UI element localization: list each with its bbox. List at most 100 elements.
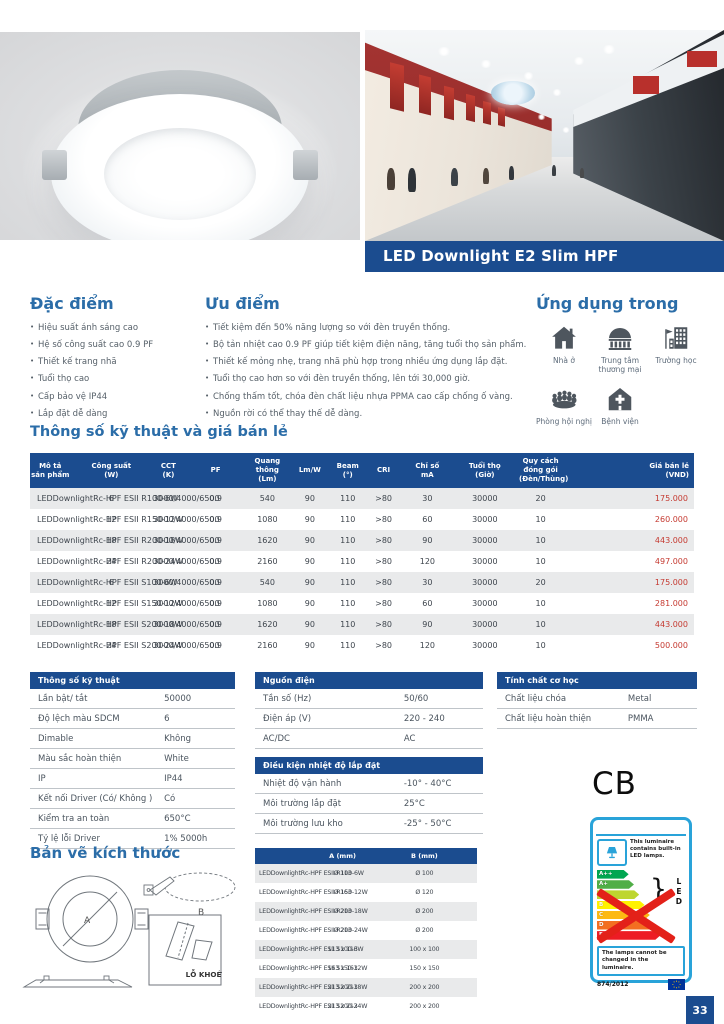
cell-dim-a: Ø 113 xyxy=(333,870,352,877)
table-row: LEDDownlightRc-HPF ESII S100-6W 6 3000/4… xyxy=(30,572,694,594)
dimension-header-row: A (mm) B (mm) xyxy=(255,848,477,864)
column-header: Quy cách đóng gói (Đèn/Thùng) xyxy=(518,453,568,489)
features-title: Đặc điểm xyxy=(30,294,114,313)
table-row: LEDDownlightRc-HPF ESII R100-6W 6 3000/4… xyxy=(30,488,694,510)
red-cross-mark xyxy=(595,888,676,944)
table-row: LEDDownlightRc-HPF ESII R150-12W 12 3000… xyxy=(30,509,694,530)
cell-cct: 3000/4000/6500 xyxy=(153,536,220,546)
spec-value: Metal xyxy=(627,693,652,704)
spec-label: Kết nối Driver (Có/ Không ) xyxy=(38,793,153,804)
spec-label: Môi trường lưu kho xyxy=(263,818,343,829)
spec-value: 50/60 xyxy=(403,693,429,704)
cell-product-name: LEDDownlightRc-HPF ESII R150-12W xyxy=(259,889,368,896)
cell-pf: 0.9 xyxy=(209,620,222,630)
cell-pf: 0.9 xyxy=(209,641,222,651)
cell-price: 500.000 xyxy=(654,641,688,651)
cell-ma: 90 xyxy=(422,536,433,546)
cell-hours: 30000 xyxy=(472,578,498,588)
red-banner xyxy=(483,100,492,125)
dimension-column-header: A (mm) xyxy=(313,848,372,864)
cell-lmw: 90 xyxy=(304,536,315,546)
cell-beam: 110 xyxy=(340,620,356,630)
person-silhouette xyxy=(408,168,417,193)
column-header: Giá bán lẻ (VND) xyxy=(563,453,694,489)
feature-item: Hệ số công suất cao 0.9 PF xyxy=(30,340,202,351)
cell-pack: 10 xyxy=(535,599,546,609)
cell-cri: >80 xyxy=(375,536,392,546)
spec-price-title: Thông số kỹ thuật và giá bán lẻ xyxy=(30,424,288,440)
spec-value: 1% 5000h xyxy=(164,833,208,844)
eu-flag-icon xyxy=(668,979,685,991)
application-label: Nhà ở xyxy=(553,356,575,365)
person-silhouette xyxy=(508,165,514,180)
cell-watt: 24 xyxy=(106,557,117,567)
ceiling-light xyxy=(479,59,492,68)
spec-row: Chất liệu chóa Metal xyxy=(497,689,697,709)
cell-dim-a: 213 x 213 xyxy=(327,984,358,991)
spec-value: 6 xyxy=(164,713,170,724)
energy-class-label: D xyxy=(599,922,604,929)
person-silhouette xyxy=(580,167,585,178)
cell-desc: LEDDownlightRc-HPF ESII R150-12W xyxy=(37,515,184,525)
cell-dim-a: 113 x 113 xyxy=(327,946,358,953)
advantage-item: Tuổi thọ cao hơn so với đèn truyền thống… xyxy=(205,374,537,385)
dimension-column-header xyxy=(255,848,314,864)
application-mall: Trung tâm thương mại xyxy=(592,323,648,374)
cutout-label: LỖ KHOÉT xyxy=(186,969,222,979)
spec-row: Màu sắc hoàn thiện White xyxy=(30,749,235,769)
cell-beam: 110 xyxy=(340,578,356,588)
dimension-row: LEDDownlightRc-HPF ESII S200-24W 213 x 2… xyxy=(255,997,477,1016)
tech-spec-header: Thông số kỹ thuật xyxy=(30,672,235,689)
cell-price: 175.000 xyxy=(654,494,688,504)
features-list: Hiệu suất ánh sáng cao Hệ số công suất ca… xyxy=(30,323,202,419)
spec-label: Lần bật/ tắt xyxy=(38,693,88,704)
cell-price: 443.000 xyxy=(654,620,688,630)
energy-class-arrow: C xyxy=(597,911,650,920)
cell-pf: 0.9 xyxy=(209,515,222,525)
cell-cri: >80 xyxy=(375,494,392,504)
cell-lmw: 90 xyxy=(304,494,315,504)
advantage-item: Bộ tản nhiệt cao 0.9 PF giúp tiết kiệm đ… xyxy=(205,340,537,351)
cell-pf: 0.9 xyxy=(209,536,222,546)
ceiling-light xyxy=(562,127,571,134)
spec-row: Lần bật/ tắt 50000 xyxy=(30,689,235,709)
dimension-row: LEDDownlightRc-HPF ESII R150-12W Ø 163 Ø… xyxy=(255,883,477,902)
application-conference: Phòng hội nghị xyxy=(536,384,592,426)
hospital-icon xyxy=(608,388,632,411)
cell-lumen: 1080 xyxy=(257,515,278,525)
cell-cri: >80 xyxy=(375,578,392,588)
spec-row: Môi trường lắp đặt 25°C xyxy=(255,794,483,814)
cell-dim-a: Ø 213 xyxy=(333,908,352,915)
spec-label: Tỷ lệ lỗi Driver xyxy=(38,833,100,844)
cell-ma: 60 xyxy=(422,515,433,525)
cell-pack: 10 xyxy=(535,641,546,651)
cell-lmw: 90 xyxy=(304,641,315,651)
energy-class-scale: A++ A+ A B C xyxy=(595,870,685,945)
dimension-row: LEDDownlightRc-HPF ESII S200-18W 213 x 2… xyxy=(255,978,477,997)
cell-beam: 110 xyxy=(340,641,356,651)
spec-label: Tần số (Hz) xyxy=(263,693,312,704)
features-section: Đặc điểm Hiệu suất ánh sáng cao Hệ số côn… xyxy=(30,294,202,426)
cell-product-name: LEDDownlightRc-HPF ESII S100-6W xyxy=(259,946,364,953)
spec-row: Kết nối Driver (Có/ Không ) Có xyxy=(30,789,235,809)
cell-cri: >80 xyxy=(375,620,392,630)
cell-dim-a: Ø 163 xyxy=(333,889,352,896)
cell-cct: 3000/4000/6500 xyxy=(153,641,220,651)
energy-class-label: B xyxy=(599,901,604,908)
cell-ma: 90 xyxy=(422,620,433,630)
mall-icon xyxy=(608,328,632,350)
page-number: 33 xyxy=(686,996,714,1024)
mechanical-table-header: Tính chất cơ học xyxy=(497,672,697,689)
cell-beam: 110 xyxy=(340,494,356,504)
cell-pf: 0.9 xyxy=(209,578,222,588)
application-label: Trung tâm thương mại xyxy=(598,356,642,374)
cell-price: 281.000 xyxy=(654,599,688,609)
cell-cct: 3000/4000/6500 xyxy=(153,557,220,567)
column-header: Chỉ số mA xyxy=(403,453,452,489)
energy-label-top-text: This luminaire contains built-in LED lam… xyxy=(630,839,681,860)
cell-watt: 12 xyxy=(106,515,117,525)
cell-watt: 18 xyxy=(106,620,117,630)
energy-label-bottom-text: The lamps cannot be changed in the lumin… xyxy=(597,946,685,977)
spec-row: Môi trường lưu kho -25° - 50°C xyxy=(255,814,483,834)
application-school: Trường học xyxy=(648,323,704,374)
